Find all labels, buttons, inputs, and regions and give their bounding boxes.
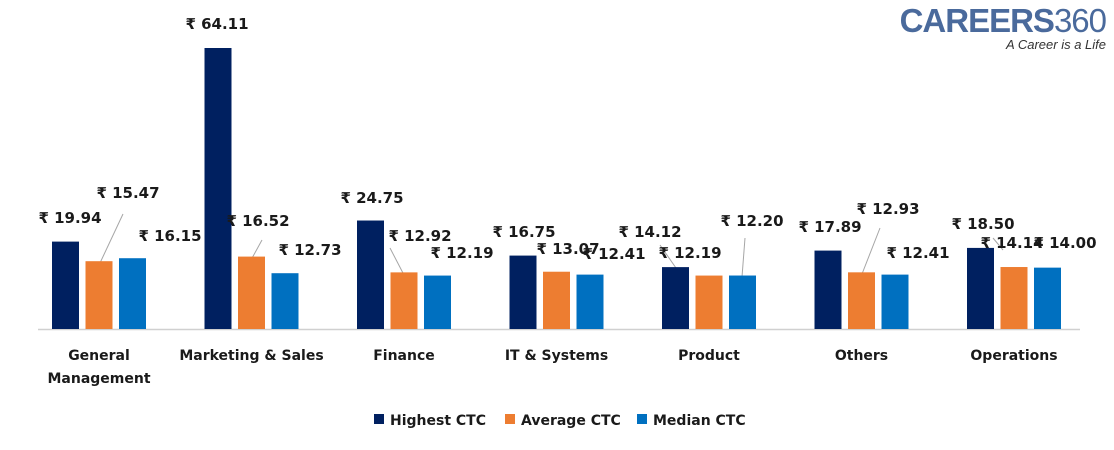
data-label-leader-line xyxy=(861,227,881,275)
x-tick-label: Operations xyxy=(970,348,1057,364)
data-label-leader-line xyxy=(389,247,405,276)
data-label: ₹ 14.12 xyxy=(618,223,681,241)
bar-average-ctc xyxy=(390,272,418,329)
bar-median-ctc xyxy=(729,275,756,329)
data-label: ₹ 13.07 xyxy=(536,240,599,258)
x-tick-label: Others xyxy=(835,348,888,364)
bar-average-ctc xyxy=(848,272,875,329)
careers360-logo: CAREERS360 A Career is a Life xyxy=(899,2,1107,53)
logo-number: 360 xyxy=(1053,2,1107,39)
data-label: ₹ 12.19 xyxy=(658,244,721,262)
bar-median-ctc xyxy=(271,273,299,329)
data-label: ₹ 19.94 xyxy=(38,209,101,227)
data-label: ₹ 15.47 xyxy=(96,184,159,202)
legend-label: Median CTC xyxy=(653,413,746,429)
x-tick-label: Marketing & Sales xyxy=(179,348,323,364)
bar-highest-ctc xyxy=(814,250,842,329)
logo-brand: CAREERS xyxy=(899,2,1055,39)
bar-median-ctc xyxy=(424,275,451,329)
data-label-leader-line xyxy=(659,244,677,269)
bar-highest-ctc xyxy=(52,241,79,329)
x-tick-label: General xyxy=(68,348,130,364)
bar-median-ctc xyxy=(119,258,146,329)
data-label: ₹ 64.11 xyxy=(185,15,248,33)
data-label: ₹ 14.00 xyxy=(1033,234,1096,252)
bar-highest-ctc xyxy=(509,255,537,329)
legend-swatch xyxy=(374,414,384,424)
legend-swatch xyxy=(637,414,647,424)
x-tick-label: Finance xyxy=(373,348,435,364)
data-label: ₹ 16.75 xyxy=(492,223,555,241)
data-label: ₹ 24.75 xyxy=(340,189,403,207)
bar-average-ctc xyxy=(695,275,723,329)
data-label: ₹ 12.20 xyxy=(720,212,783,230)
data-label-leader-line xyxy=(99,213,124,264)
bar-highest-ctc xyxy=(204,48,232,329)
legend-label: Average CTC xyxy=(521,413,621,429)
data-label: ₹ 12.93 xyxy=(856,200,919,218)
legend-label: Highest CTC xyxy=(390,413,486,429)
bar-average-ctc xyxy=(85,261,113,329)
data-label: ₹ 14.14 xyxy=(980,234,1043,252)
data-label: ₹ 12.41 xyxy=(886,244,949,262)
data-label-leader-line xyxy=(992,237,1004,251)
x-tick-label: Management xyxy=(47,371,150,387)
x-tick-label: IT & Systems xyxy=(505,348,608,364)
data-label: ₹ 12.73 xyxy=(278,241,341,259)
bar-median-ctc xyxy=(576,274,604,329)
bar-average-ctc xyxy=(238,256,265,329)
data-label: ₹ 18.50 xyxy=(951,215,1014,233)
bar-highest-ctc xyxy=(357,220,384,329)
bar-median-ctc xyxy=(1034,267,1061,329)
data-label: ₹ 16.52 xyxy=(226,212,289,230)
data-label: ₹ 12.19 xyxy=(430,244,493,262)
data-label: ₹ 12.92 xyxy=(388,227,451,245)
data-label: ₹ 12.41 xyxy=(582,245,645,263)
bar-median-ctc xyxy=(881,274,909,329)
legend-swatch xyxy=(505,414,515,424)
bar-average-ctc xyxy=(543,271,570,329)
data-label: ₹ 17.89 xyxy=(798,218,861,236)
x-tick-label: Product xyxy=(678,348,740,364)
bar-average-ctc xyxy=(1000,267,1028,329)
bar-highest-ctc xyxy=(967,247,994,329)
bar-highest-ctc xyxy=(662,267,689,329)
data-label-leader-line xyxy=(741,237,746,278)
logo-tagline: A Career is a Life xyxy=(1006,37,1106,52)
data-label: ₹ 16.15 xyxy=(138,227,201,245)
